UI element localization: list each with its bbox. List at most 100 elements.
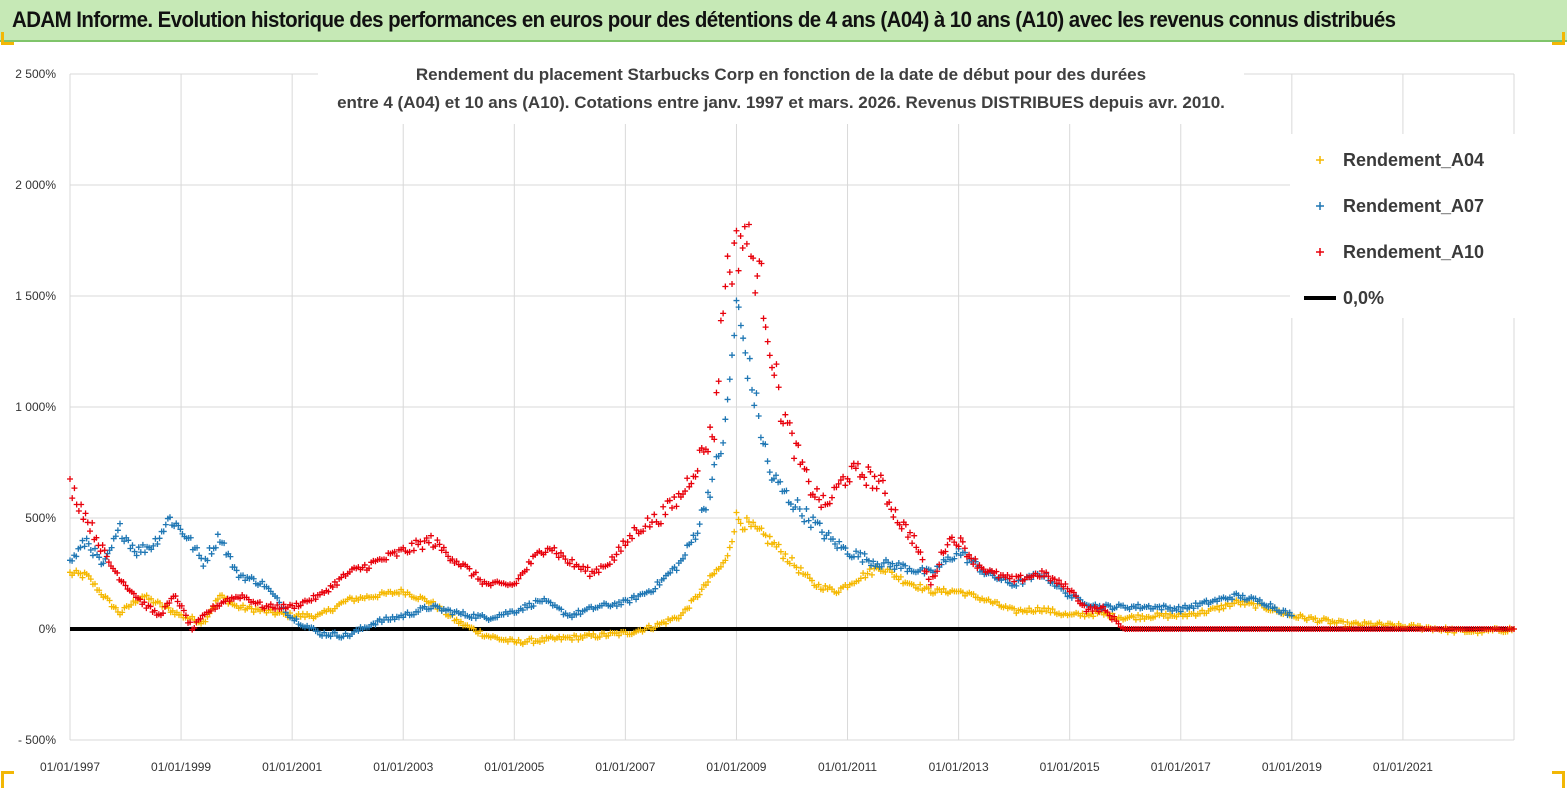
data-point	[694, 467, 701, 474]
data-point	[1252, 604, 1259, 611]
data-point	[160, 528, 167, 535]
data-point	[1295, 614, 1302, 621]
data-point	[208, 550, 215, 557]
data-point	[752, 289, 759, 296]
data-point	[178, 611, 185, 618]
data-point	[816, 496, 823, 503]
data-point	[735, 267, 742, 274]
data-point	[617, 548, 624, 555]
data-point	[148, 595, 155, 602]
data-point	[932, 589, 939, 596]
data-point	[871, 473, 878, 480]
data-point	[726, 376, 733, 383]
data-point	[743, 240, 750, 247]
data-point	[445, 553, 452, 560]
data-point	[212, 606, 219, 613]
data-point	[737, 322, 744, 329]
data-point	[1152, 613, 1159, 620]
data-point	[886, 499, 893, 506]
data-point	[1177, 608, 1184, 615]
data-point	[970, 591, 977, 598]
data-point	[753, 390, 760, 397]
data-point	[957, 535, 964, 542]
data-point	[1288, 612, 1295, 619]
data-point	[129, 542, 136, 549]
legend-marker-swatch	[1316, 156, 1324, 164]
data-point	[1070, 589, 1077, 596]
data-point	[1034, 604, 1041, 611]
legend-background	[1290, 134, 1520, 318]
data-point	[878, 563, 885, 570]
data-point	[615, 632, 622, 639]
data-point	[214, 596, 221, 603]
data-point	[526, 600, 533, 607]
data-point	[135, 544, 142, 551]
data-point	[917, 549, 924, 556]
data-point	[436, 541, 443, 548]
data-point	[959, 538, 966, 545]
data-point	[442, 549, 449, 556]
data-point	[852, 465, 859, 472]
data-point	[530, 602, 537, 609]
data-point	[855, 553, 862, 560]
data-point	[764, 338, 771, 345]
data-point	[227, 553, 234, 560]
data-point	[980, 566, 987, 573]
x-tick-label: 01/01/2007	[595, 760, 655, 774]
data-point	[751, 402, 758, 409]
data-point	[596, 633, 603, 640]
data-point	[182, 612, 189, 619]
data-point	[733, 227, 740, 234]
data-point	[1056, 577, 1063, 584]
data-point	[993, 568, 1000, 575]
data-point	[1135, 601, 1142, 608]
data-point	[618, 601, 625, 608]
data-point	[783, 487, 790, 494]
data-point	[868, 571, 875, 578]
data-point	[1267, 600, 1274, 607]
data-point	[816, 520, 823, 527]
data-point	[1062, 581, 1069, 588]
data-point	[825, 529, 832, 536]
data-point	[89, 519, 96, 526]
data-point	[1023, 609, 1030, 616]
data-point	[197, 615, 204, 622]
data-point	[515, 575, 522, 582]
data-point	[797, 564, 804, 571]
data-point	[729, 280, 736, 287]
data-point	[1511, 626, 1517, 632]
data-point	[551, 544, 558, 551]
header-banner: ADAM Informe. Evolution historique des p…	[0, 0, 1567, 42]
data-point	[803, 466, 810, 473]
data-point	[453, 616, 460, 623]
data-point	[879, 477, 886, 484]
data-point	[91, 545, 98, 552]
data-point	[822, 582, 829, 589]
data-point	[1090, 613, 1097, 620]
data-point	[818, 529, 825, 536]
data-point	[902, 521, 909, 528]
data-point	[425, 539, 432, 546]
data-point	[85, 572, 92, 579]
data-point	[1011, 578, 1018, 585]
chart-title-line-2: entre 4 (A04) et 10 ans (A10). Cotations…	[337, 93, 1225, 112]
data-point	[735, 516, 742, 523]
data-point	[1231, 600, 1238, 607]
data-point	[194, 544, 201, 551]
data-point	[870, 558, 877, 565]
data-point	[702, 506, 709, 513]
data-point	[895, 560, 902, 567]
data-point	[766, 533, 773, 540]
legend-label: 0,0%	[1343, 288, 1384, 308]
data-point	[724, 253, 731, 260]
data-point	[803, 505, 810, 512]
series-Rendement_A10	[67, 221, 1129, 633]
data-point	[615, 544, 622, 551]
data-point	[147, 603, 154, 610]
data-point	[861, 550, 868, 557]
data-point	[108, 544, 115, 551]
data-point	[724, 552, 731, 559]
data-point	[93, 534, 100, 541]
data-point	[477, 576, 484, 583]
